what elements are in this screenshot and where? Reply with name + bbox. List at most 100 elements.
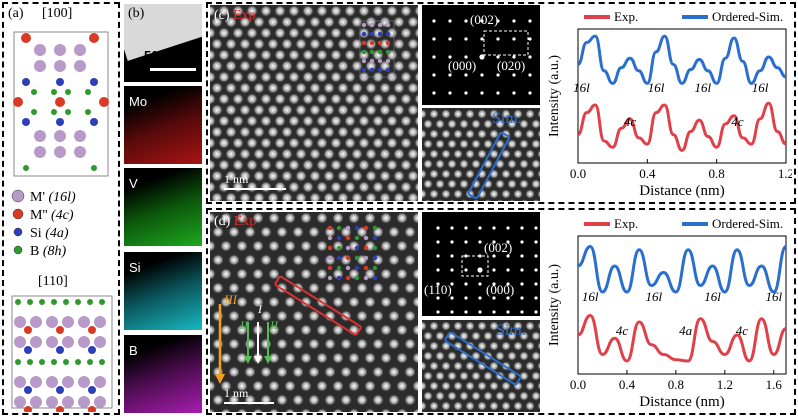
atom-column — [210, 115, 216, 127]
overlay-atom — [377, 58, 383, 64]
atom-column — [453, 381, 463, 391]
fft-spot — [448, 19, 452, 23]
fft-spot — [520, 226, 524, 230]
atom-column — [288, 159, 300, 171]
atom-column — [379, 104, 391, 116]
atom-column — [210, 296, 216, 308]
atom-column — [423, 391, 433, 401]
atom-column — [358, 137, 370, 149]
fft-spot — [478, 310, 482, 314]
atom-column — [471, 331, 481, 341]
fft-spot — [506, 240, 510, 244]
atom-column — [507, 159, 517, 169]
si-atom — [22, 118, 30, 126]
atom-column — [220, 408, 232, 412]
atom-column — [348, 380, 360, 392]
atom-column — [236, 408, 248, 412]
atom-column — [324, 394, 336, 406]
fft-spot — [464, 19, 468, 23]
atom-column — [246, 159, 258, 171]
overlay-atom — [336, 255, 342, 261]
atom-column — [489, 129, 499, 139]
atom-column — [228, 282, 240, 294]
atom-column — [532, 199, 540, 201]
atom-column — [267, 60, 279, 72]
peak-annotation: 16l — [582, 289, 599, 304]
eds-map-si: Si — [124, 252, 202, 330]
atom-column — [260, 71, 272, 83]
atom-column — [220, 240, 232, 252]
site-atom — [88, 346, 96, 354]
atom-column — [388, 394, 400, 406]
overlay-atom — [345, 255, 351, 261]
atom-column — [465, 149, 475, 159]
atom-column — [414, 49, 418, 61]
atom-column — [351, 104, 363, 116]
atom-column — [246, 181, 258, 193]
fft-spot — [520, 296, 524, 300]
eds-v-label: V — [129, 176, 138, 191]
atom-column — [483, 139, 493, 149]
fft-spot — [492, 254, 496, 258]
atom-column — [267, 16, 279, 28]
atom-column — [372, 93, 384, 105]
peak-annotation: 4c — [736, 323, 749, 338]
atom-column — [228, 338, 240, 350]
atom-column — [484, 199, 492, 201]
atom-column — [424, 199, 432, 201]
fft-spot — [506, 310, 510, 314]
atom-column — [253, 38, 265, 50]
atom-column — [412, 324, 418, 336]
m1-atom — [94, 396, 106, 408]
atom-column — [422, 321, 427, 331]
atom-column — [422, 129, 427, 139]
m1-atom — [46, 316, 58, 328]
atom-column — [372, 159, 384, 171]
si-atom — [90, 78, 98, 86]
fft-spot — [534, 254, 538, 258]
atom-column — [316, 408, 328, 412]
fft-spot — [512, 91, 516, 95]
m2-atom — [21, 33, 31, 43]
m1-atom — [34, 60, 46, 72]
atom-column — [441, 169, 451, 179]
overlay-atom — [385, 67, 391, 73]
atom-column — [414, 27, 418, 39]
atom-column — [407, 148, 418, 160]
atom-column — [253, 60, 265, 72]
atom-column — [225, 38, 237, 50]
atom-column — [344, 49, 356, 61]
atom-column — [358, 159, 370, 171]
atom-column — [393, 38, 405, 50]
atom-column — [465, 129, 475, 139]
atom-column — [324, 226, 336, 238]
m1-atom — [62, 336, 74, 348]
legend-label: Exp. — [614, 9, 638, 24]
atom-column — [210, 5, 216, 17]
atom-column — [267, 38, 279, 50]
atom-column — [449, 411, 455, 412]
fft-spot — [436, 310, 440, 314]
atom-column — [281, 104, 293, 116]
atom-column — [295, 16, 307, 28]
atom-column — [300, 352, 312, 364]
atom-column — [465, 381, 475, 391]
atom-column — [501, 401, 511, 411]
fft-spot — [432, 91, 436, 95]
atom-column — [525, 189, 535, 199]
fft-spot — [479, 54, 485, 60]
atom-column — [404, 366, 416, 378]
overlay-atom — [327, 255, 333, 261]
atom-column — [225, 192, 237, 201]
sem-scalebar — [150, 68, 196, 71]
atom-column — [246, 137, 258, 149]
atom-column — [232, 115, 244, 127]
fft-d-000: (000) — [486, 282, 515, 297]
m1-atom — [74, 130, 86, 142]
overlay-atom — [327, 275, 333, 281]
atom-column — [267, 170, 279, 182]
atom-column — [337, 38, 349, 50]
atom-column — [501, 381, 511, 391]
fft-spot — [478, 240, 482, 244]
atom-column — [295, 192, 307, 201]
